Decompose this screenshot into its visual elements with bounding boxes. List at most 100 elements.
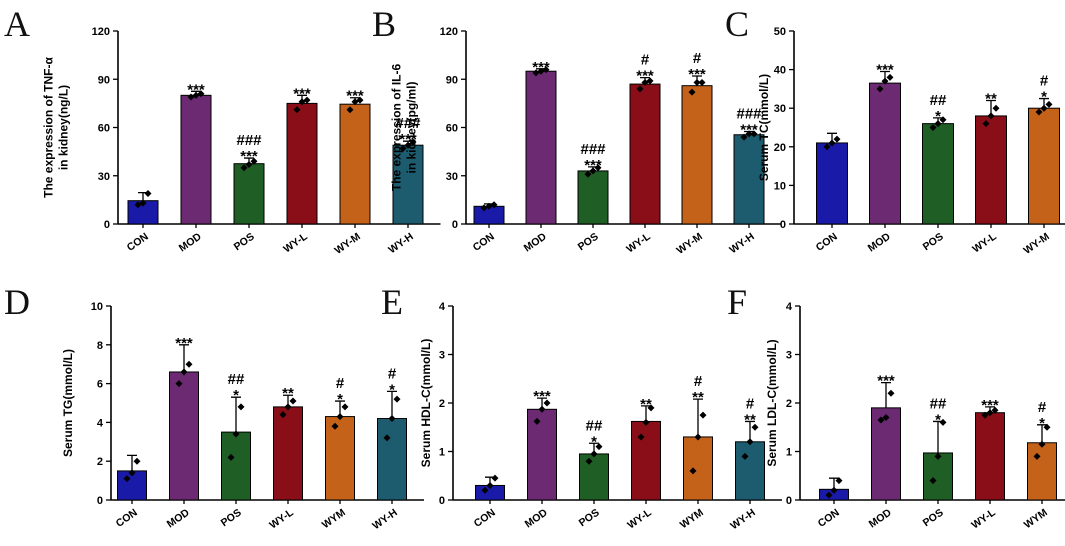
data-point [341,403,349,411]
data-point [745,130,753,138]
x-tick-label: WY-H [370,507,399,533]
significance-hash: # [641,52,650,69]
significance-star: *** [877,373,895,390]
data-point [642,418,650,426]
significance-star: *** [584,157,602,174]
bar-wy-l [286,102,318,225]
bar-wy-h [733,134,765,225]
bar-wy-m [339,103,371,225]
significance-star: *** [981,397,999,414]
x-tick-label: MOD [522,230,549,254]
error-bar [693,398,703,437]
significance-hash: ### [236,132,262,149]
data-point [346,106,354,114]
bar-pos [579,453,609,501]
data-point [835,477,843,485]
bar-pos [577,170,609,225]
data-point [833,135,841,143]
data-point [929,124,937,131]
data-point [393,395,401,403]
significance-hash: ## [228,371,245,388]
data-point [689,467,697,475]
y-tick-label: 90 [98,74,110,86]
data-point [887,389,895,397]
data-point [538,405,546,413]
y-tick-label: 30 [98,171,110,183]
x-tick-label: WY-L [624,230,653,255]
data-point [303,96,311,104]
data-point [289,397,297,405]
data-point [197,90,205,98]
data-point [590,450,598,458]
y-tick-label: 1 [786,447,792,459]
significance-hash: ## [586,417,603,434]
data-point [180,368,188,376]
bar-wy-h [735,441,765,501]
significance-hash: ## [930,395,947,412]
x-tick-label: WY-M [332,230,362,256]
data-point [128,469,136,477]
data-point [250,157,258,165]
panel-letter: E [381,282,403,322]
bar-wy-m [681,85,713,225]
significance-hash: # [1040,73,1049,90]
data-point [240,164,248,172]
y-tick-label: 50 [774,26,786,38]
data-point [293,106,301,114]
y-tick-label: 60 [98,123,110,135]
y-tick-label: 0 [97,495,103,507]
y-tick-label: 90 [446,74,458,86]
data-point [636,85,644,93]
y-tick-label: 8 [97,340,103,352]
bar-mod [169,371,199,501]
x-tick-label: POS [219,507,244,530]
x-tick-label: WY-H [727,231,756,257]
data-point [886,73,894,81]
data-point [637,433,645,441]
y-tick-label: 10 [91,301,103,313]
significance-star: *** [532,59,550,76]
y-tick-label: 10 [774,180,786,192]
bar-wy-m [1027,442,1057,501]
data-point [585,457,593,465]
significance-star: ** [744,411,756,428]
data-point [1033,452,1041,460]
panel-letter: B [372,4,396,44]
x-tick-label: MOD [866,230,893,254]
y-tick-label: 2 [439,398,445,410]
significance-star: *** [187,81,205,98]
significance-hash: # [1038,399,1047,416]
x-tick-label: WY-L [969,506,998,531]
x-tick-label: CON [472,507,498,530]
data-point [232,430,240,438]
data-point [830,486,838,494]
bar-wy-m [1028,107,1060,225]
error-bar [179,344,189,372]
error-bar [127,454,137,471]
panel-letter: A [4,4,30,44]
data-point [584,170,592,178]
significance-hash: ### [395,115,421,132]
x-tick-label: POS [577,507,602,530]
bar-pos [923,452,953,501]
y-tick-label: 6 [97,379,103,391]
data-point [123,475,131,483]
data-point [245,160,253,168]
significance-hash: # [336,375,345,392]
y-axis-title: Serum TG(mmol/L) [61,349,75,457]
significance-star: * [935,411,941,428]
y-axis-title: in kidney(ng/L) [57,85,71,170]
data-point [279,411,287,419]
y-tick-label: 30 [774,103,786,115]
data-point [227,453,235,461]
data-point [825,491,833,499]
data-point [595,443,603,451]
x-tick-label: CON [814,231,840,254]
data-point [589,167,597,175]
bar-pos [922,123,954,225]
data-point [882,414,890,422]
y-tick-label: 3 [786,350,792,362]
x-tick-label: CON [125,231,151,254]
